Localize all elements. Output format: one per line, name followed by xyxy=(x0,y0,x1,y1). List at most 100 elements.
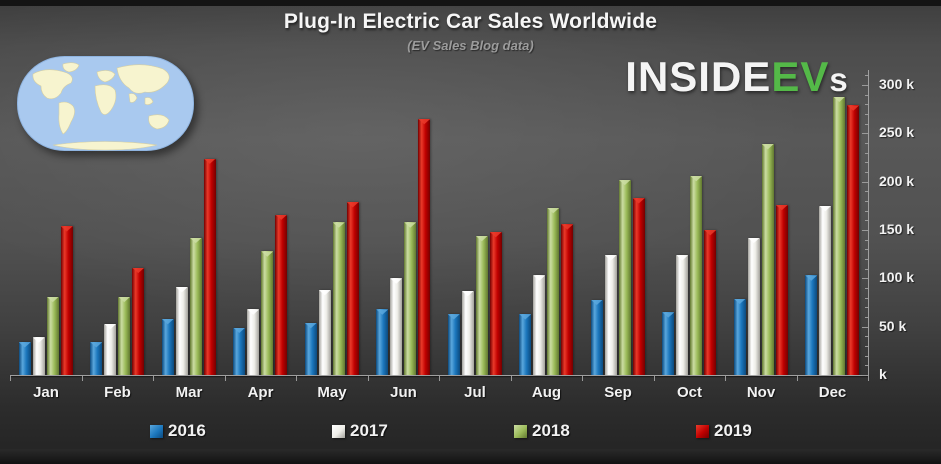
bar-group-oct xyxy=(654,85,726,375)
bar-2016-dec xyxy=(805,275,818,375)
bar-2016-sep xyxy=(590,299,603,375)
bar-bevel-cap xyxy=(604,255,617,261)
bar-bevel-cap xyxy=(104,323,117,330)
bar-2018-nov xyxy=(761,144,774,375)
y-axis-minor-tick xyxy=(865,152,868,154)
bar-2017-apr xyxy=(247,309,260,375)
x-axis-tick xyxy=(582,376,583,381)
x-axis-tick xyxy=(81,376,83,381)
bar-2017-nov xyxy=(747,237,760,375)
bar-bevel-cap xyxy=(60,226,73,232)
bar-bevel-cap xyxy=(662,312,675,318)
bar-2017-feb xyxy=(104,323,117,375)
bar-2016-mar xyxy=(161,318,174,375)
bar-bevel-cap xyxy=(819,205,832,212)
legend-label-2017: 2017 xyxy=(350,421,388,440)
bar-bevel-cap xyxy=(189,237,202,244)
bar-bevel-cap xyxy=(332,222,345,228)
bar-bevel-cap xyxy=(376,309,389,315)
bar-bevel-cap xyxy=(346,202,359,208)
chart-title: Plug-In Electric Car Sales Worldwide xyxy=(283,10,658,33)
bar-2016-jan xyxy=(18,342,31,375)
y-axis-major-tick xyxy=(862,326,868,328)
bar-2019-jul xyxy=(489,231,502,375)
bar-bevel-cap xyxy=(247,309,260,315)
x-axis-tick xyxy=(510,376,512,381)
y-axis-minor-tick xyxy=(865,259,868,260)
x-axis-tick xyxy=(10,376,11,381)
bar-bevel-cap xyxy=(704,230,717,236)
x-axis-label-jan: Jan xyxy=(33,384,59,401)
bar-bevel-cap xyxy=(833,96,846,103)
bar-2019-feb xyxy=(132,267,145,375)
legend-label-2019: 2019 xyxy=(714,421,752,440)
y-axis-major-tick xyxy=(862,230,868,231)
y-axis-minor-tick xyxy=(865,346,868,347)
logo-ev-text: EV xyxy=(771,53,830,100)
y-axis-minor-tick xyxy=(865,355,868,357)
bar-group-apr xyxy=(225,85,297,375)
bar-bevel-cap xyxy=(18,342,31,348)
bar-2019-jan xyxy=(60,226,73,375)
bar-bevel-cap xyxy=(590,299,603,306)
bar-2016-oct xyxy=(662,312,675,375)
bar-group-feb xyxy=(82,85,154,375)
bar-bevel-cap xyxy=(618,179,631,186)
y-axis-minor-tick xyxy=(865,75,868,77)
y-axis-minor-tick xyxy=(865,210,868,212)
bar-bevel-cap xyxy=(533,275,546,281)
bar-2019-oct xyxy=(704,230,717,375)
x-axis-tick xyxy=(224,376,226,381)
y-axis-minor-tick xyxy=(865,268,868,270)
bar-group-jul xyxy=(439,85,511,375)
x-axis-label-oct: Oct xyxy=(676,384,702,401)
y-axis-label-0k: k xyxy=(879,366,887,382)
top-border-strip xyxy=(0,0,941,6)
bar-2018-may xyxy=(332,222,345,375)
x-axis-label-nov: Nov xyxy=(746,384,776,401)
x-axis-label-sep: Sep xyxy=(604,384,632,401)
x-axis-line xyxy=(10,375,869,376)
bar-2017-jun xyxy=(390,278,403,375)
logo-inside-text: INSIDE xyxy=(625,53,772,100)
bar-bevel-cap xyxy=(404,222,417,228)
bar-2017-mar xyxy=(175,287,188,375)
y-axis-minor-tick xyxy=(865,162,868,164)
bar-2016-may xyxy=(304,322,317,375)
bar-bevel-cap xyxy=(418,118,431,125)
y-axis-major-tick xyxy=(862,133,868,135)
legend-label-2016: 2016 xyxy=(168,421,206,440)
bar-bevel-cap xyxy=(304,322,317,329)
bar-group-jan xyxy=(10,85,82,375)
bar-bevel-cap xyxy=(447,314,460,320)
bar-2016-aug xyxy=(519,314,532,375)
bar-bevel-cap xyxy=(32,337,45,343)
bar-bevel-cap xyxy=(175,287,188,293)
bar-bevel-cap xyxy=(690,175,703,182)
bar-2019-jun xyxy=(418,118,431,375)
bar-bevel-cap xyxy=(318,289,331,296)
bar-2018-jan xyxy=(46,296,59,375)
x-axis-tick xyxy=(653,376,655,381)
x-axis-tick xyxy=(868,376,869,381)
y-axis-major-tick xyxy=(862,85,868,86)
bar-bevel-cap xyxy=(805,275,818,281)
bar-2017-jan xyxy=(32,337,45,375)
bar-2017-oct xyxy=(676,255,689,375)
y-axis-label-300k: 300 k xyxy=(879,76,915,92)
bar-2019-sep xyxy=(632,198,645,375)
y-axis-minor-tick xyxy=(865,336,868,338)
x-axis-label-mar: Mar xyxy=(175,384,203,401)
bar-2018-aug xyxy=(547,207,560,375)
legend-item-2017: 2017 xyxy=(332,421,388,441)
bar-2019-may xyxy=(346,202,359,375)
y-axis-major-tick xyxy=(862,181,868,183)
bar-2016-jul xyxy=(447,314,460,375)
bar-bevel-cap xyxy=(132,267,145,274)
legend-swatch-2017 xyxy=(332,424,345,438)
y-axis-minor-tick xyxy=(865,104,868,106)
chart-subtitle: (EV Sales Blog data) xyxy=(407,38,534,53)
bar-bevel-cap xyxy=(733,298,746,305)
bar-2019-apr xyxy=(275,214,288,375)
